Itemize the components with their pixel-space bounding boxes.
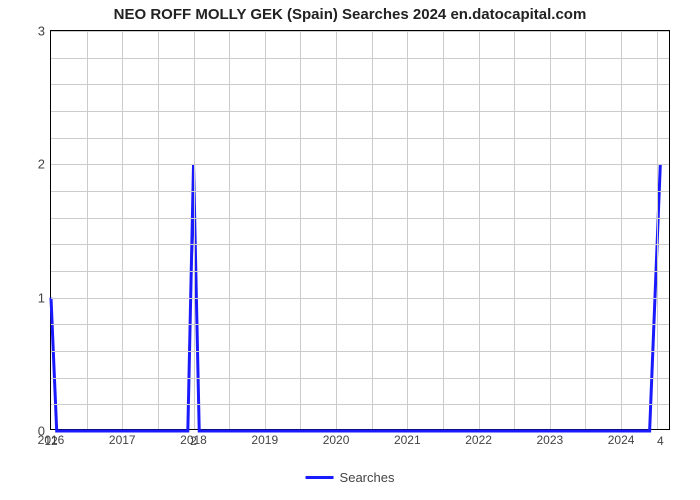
gridline-v — [372, 31, 373, 429]
point-label: 2 — [190, 434, 197, 448]
x-tick-label: 2021 — [394, 429, 421, 447]
gridline-h — [51, 351, 669, 352]
point-label: 4 — [657, 434, 664, 448]
gridline-h — [51, 138, 669, 139]
gridline-h — [51, 84, 669, 85]
gridline-h — [51, 164, 669, 165]
line-series — [51, 31, 671, 431]
gridline-h — [51, 404, 669, 405]
gridline-v — [336, 31, 337, 429]
x-tick-label: 2022 — [465, 429, 492, 447]
legend: Searches — [306, 470, 395, 485]
y-tick-label: 2 — [38, 157, 51, 172]
gridline-v — [300, 31, 301, 429]
gridline-v — [265, 31, 266, 429]
gridline-v — [229, 31, 230, 429]
x-tick-label: 2017 — [109, 429, 136, 447]
gridline-h — [51, 111, 669, 112]
gridline-h — [51, 244, 669, 245]
point-label: 12 — [44, 434, 57, 448]
x-tick-label: 2020 — [323, 429, 350, 447]
y-tick-label: 3 — [38, 24, 51, 39]
gridline-h — [51, 31, 669, 32]
gridline-h — [51, 191, 669, 192]
gridline-h — [51, 271, 669, 272]
chart-container: NEO ROFF MOLLY GEK (Spain) Searches 2024… — [0, 0, 700, 500]
x-tick-label: 2019 — [251, 429, 278, 447]
gridline-h — [51, 324, 669, 325]
gridline-h — [51, 218, 669, 219]
gridline-h — [51, 58, 669, 59]
x-tick-label: 2024 — [608, 429, 635, 447]
plot-area: 0123201620172018201920202021202220232024… — [50, 30, 670, 430]
x-tick-label: 2023 — [536, 429, 563, 447]
legend-label: Searches — [340, 470, 395, 485]
gridline-v — [550, 31, 551, 429]
y-tick-label: 1 — [38, 290, 51, 305]
gridline-v — [443, 31, 444, 429]
gridline-v — [407, 31, 408, 429]
gridline-v — [585, 31, 586, 429]
gridline-v — [621, 31, 622, 429]
legend-swatch — [306, 476, 334, 479]
gridline-v — [158, 31, 159, 429]
gridline-v — [87, 31, 88, 429]
chart-title: NEO ROFF MOLLY GEK (Spain) Searches 2024… — [0, 6, 700, 23]
gridline-v — [122, 31, 123, 429]
gridline-v — [657, 31, 658, 429]
gridline-v — [194, 31, 195, 429]
gridline-h — [51, 378, 669, 379]
gridline-v — [479, 31, 480, 429]
gridline-h — [51, 298, 669, 299]
gridline-v — [514, 31, 515, 429]
